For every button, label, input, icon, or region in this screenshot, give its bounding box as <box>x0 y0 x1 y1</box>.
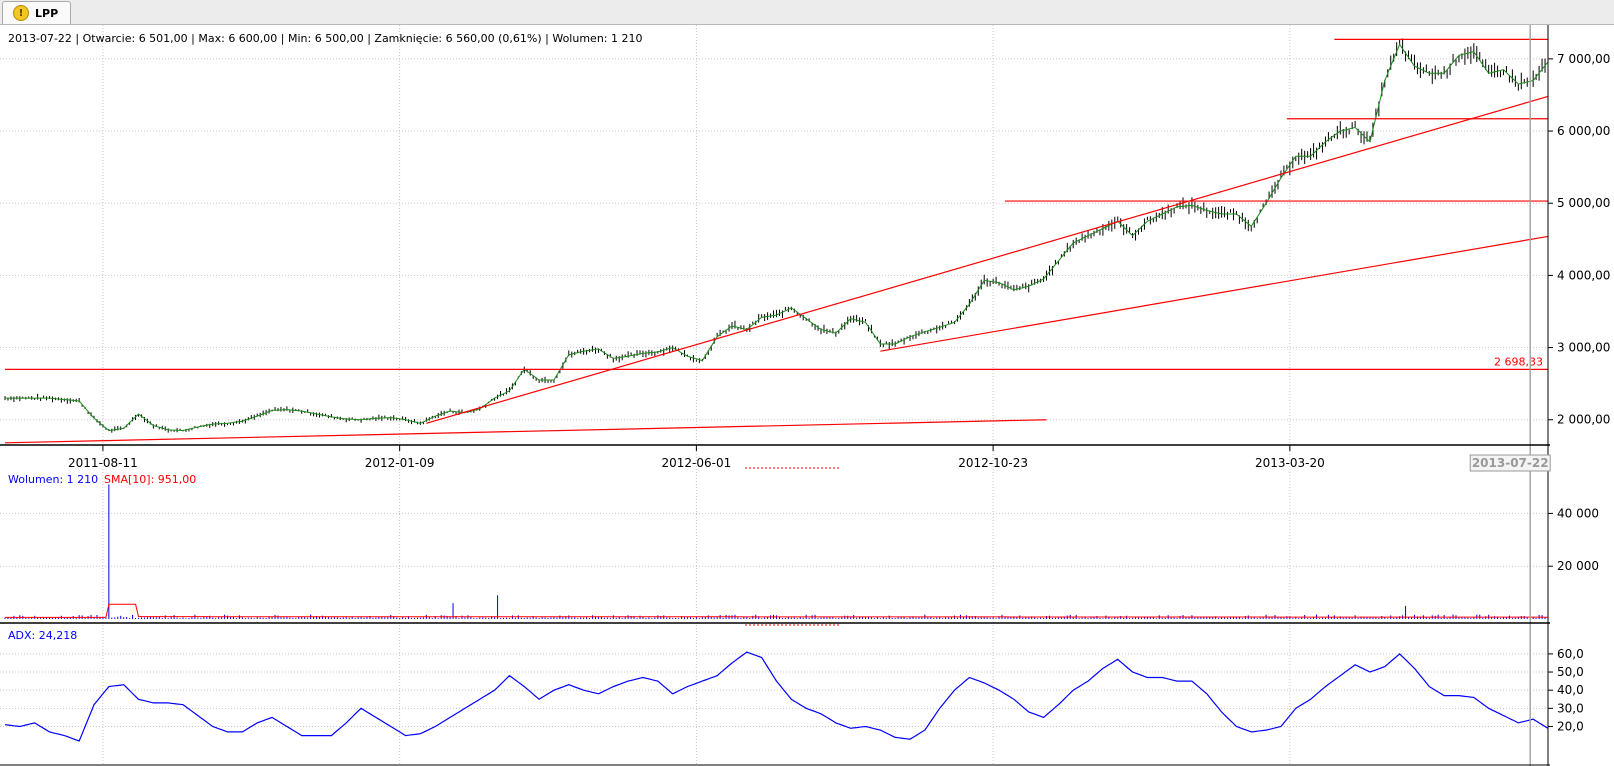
price-y-tick-label: 5 000,00 <box>1557 196 1610 210</box>
x-tick-label: 2012-01-09 <box>365 456 435 470</box>
current-date-box <box>1469 454 1551 472</box>
adx-y-tick-label: 50,0 <box>1557 665 1584 679</box>
adx-title: ADX: 24,218 <box>8 629 77 642</box>
current-date-label: 2013-07-22 <box>1472 456 1549 470</box>
tab-label: LPP <box>35 6 59 20</box>
adx-line <box>4 651 1549 742</box>
volume-y-tick-label: 40 000 <box>1557 506 1599 520</box>
x-tick-label: 2011-08-11 <box>68 456 138 470</box>
price-y-tick-label: 3 000,00 <box>1557 341 1610 355</box>
adx-y-tick-label: 20,0 <box>1557 719 1584 733</box>
info-bar: 2013-07-22 | Otwarcie: 6 501,00 | Max: 6… <box>8 32 642 45</box>
x-tick-label: 2012-10-23 <box>958 456 1028 470</box>
x-tick-label: 2012-06-01 <box>662 456 732 470</box>
price-y-tick-label: 7 000,00 <box>1557 52 1610 66</box>
volume-panel[interactable] <box>4 484 1549 619</box>
warning-icon: ! <box>13 5 29 21</box>
adx-y-tick-label: 30,0 <box>1557 701 1584 715</box>
chart-svg[interactable]: 2 698,33 2 000,00 3 000,00 4 000,00 5 000,0… <box>0 25 1614 766</box>
volume-sma-line <box>5 603 1548 618</box>
trend-line <box>4 419 1047 444</box>
sma-title: SMA[10]: 951,00 <box>104 473 196 486</box>
axis-layer: 2 000,00 3 000,00 4 000,00 5 000,00 6 000,00… <box>0 25 1610 766</box>
trend-line <box>880 235 1549 352</box>
volume-title: Wolumen: 1 210 <box>8 473 98 486</box>
adx-y-tick-label: 40,0 <box>1557 683 1584 697</box>
volume-y-tick-label: 20 000 <box>1557 559 1599 573</box>
trend-line <box>426 95 1549 424</box>
tab-bar: ! LPP <box>0 0 1614 25</box>
grid-layer <box>0 25 1548 766</box>
price-marker-label: 2 698,33 <box>1494 355 1543 368</box>
adx-y-tick-label: 60,0 <box>1557 647 1584 661</box>
price-y-tick-label: 4 000,00 <box>1557 268 1610 282</box>
x-tick-label: 2013-03-20 <box>1255 456 1325 470</box>
price-panel[interactable]: 2 698,33 <box>4 38 1549 444</box>
moving-average-line <box>5 43 1549 432</box>
price-y-tick-label: 2 000,00 <box>1557 413 1610 427</box>
price-y-tick-label: 6 000,00 <box>1557 124 1610 138</box>
adx-panel[interactable] <box>4 651 1549 742</box>
tab-lpp[interactable]: ! LPP <box>2 1 72 24</box>
chart-area[interactable] <box>0 25 1614 766</box>
